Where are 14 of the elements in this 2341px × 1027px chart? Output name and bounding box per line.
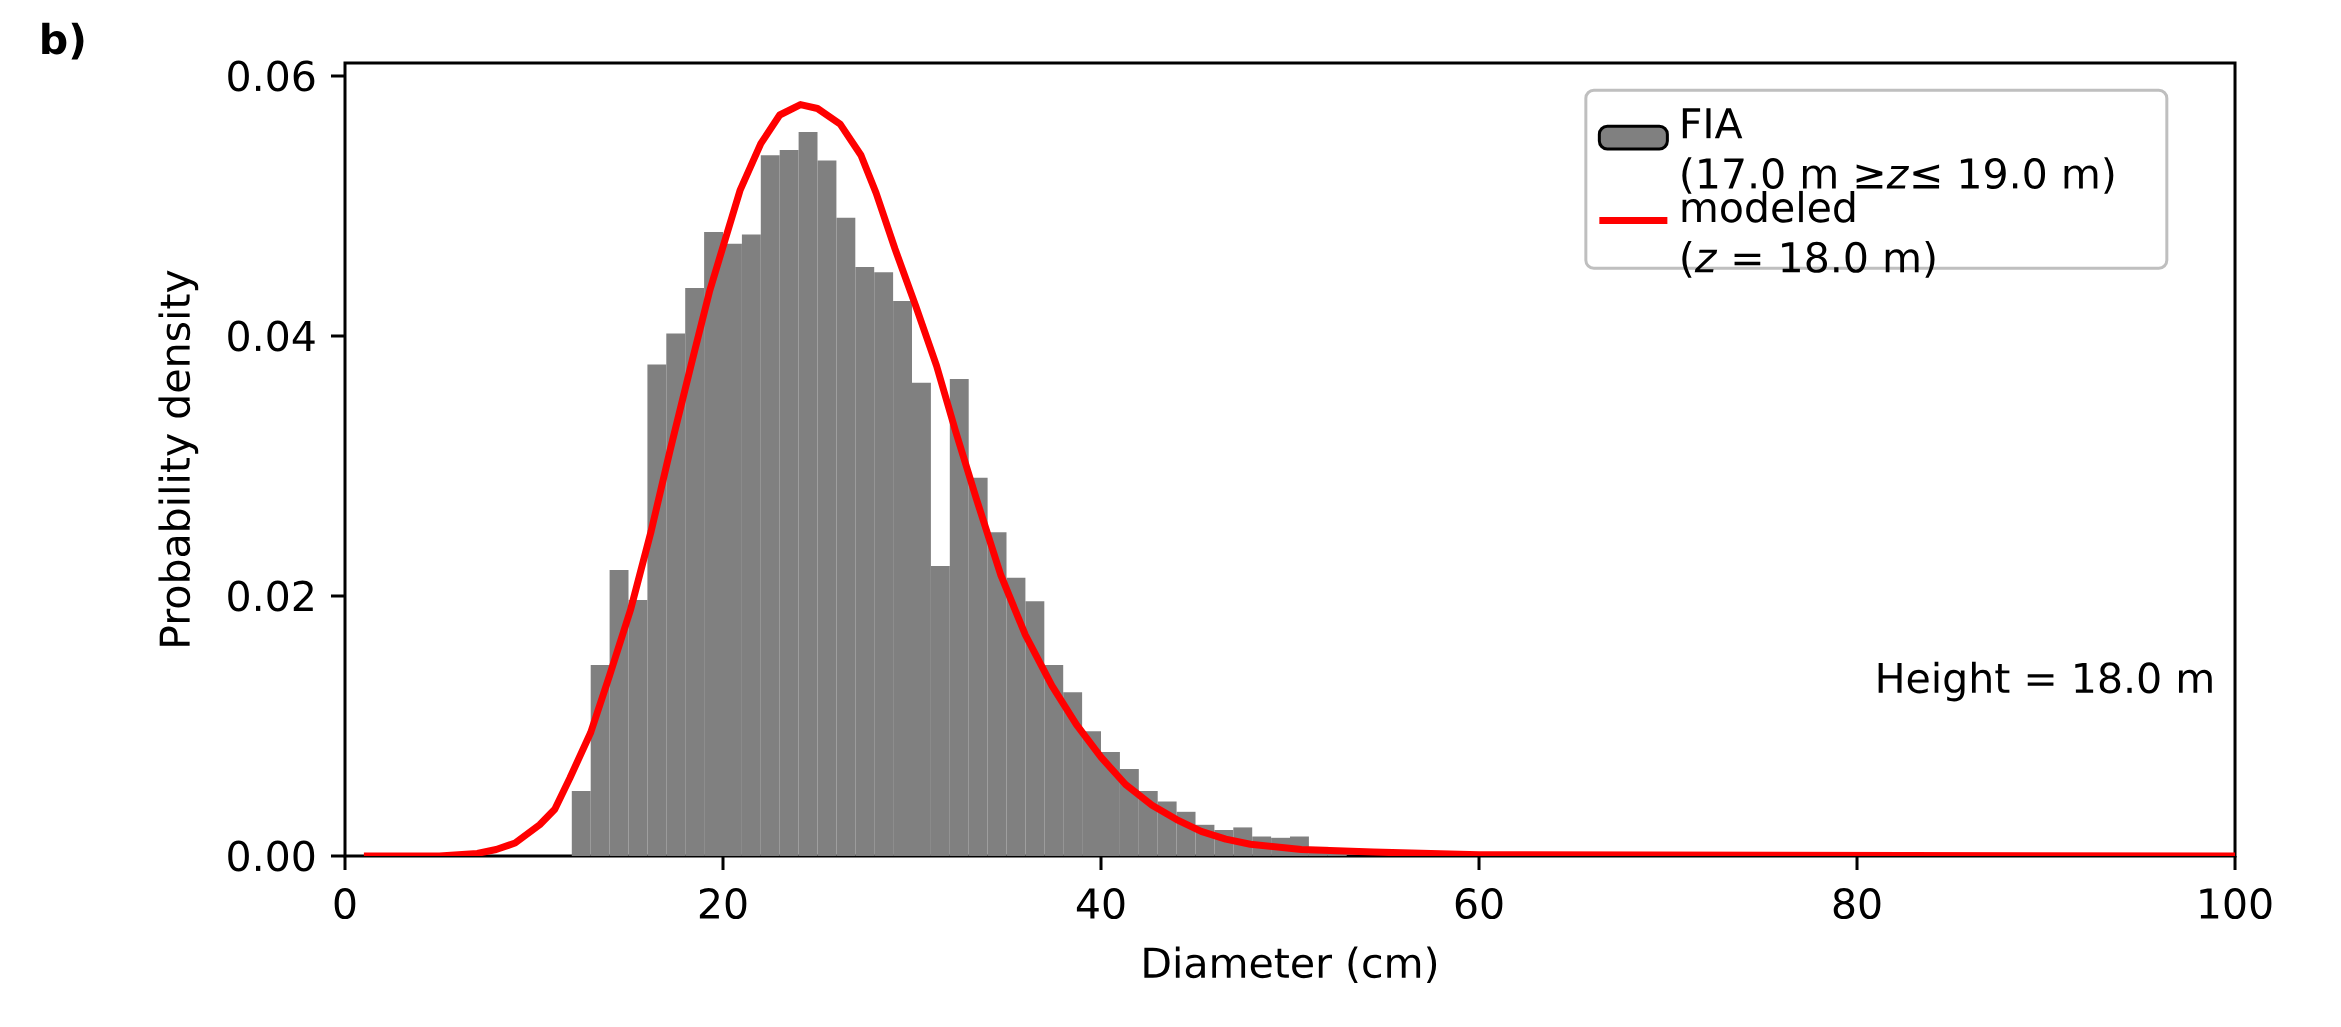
x-tick-label: 100 xyxy=(2200,888,2272,920)
x-tick-label: 40 xyxy=(1076,888,1125,920)
x-axis-title: Diameter (cm) xyxy=(1144,946,1437,984)
x-tick-label: 20 xyxy=(699,888,747,920)
x-tick-label: 80 xyxy=(1833,888,1881,920)
text: b) xyxy=(42,22,84,60)
x-tick-label: 0 xyxy=(334,888,356,920)
x-tick-label: 60 xyxy=(1455,888,1503,920)
y-tick-label: 0.00 xyxy=(228,840,315,872)
y-tick-label: 0.02 xyxy=(228,580,313,612)
y-axis-title: Probability density xyxy=(158,270,199,646)
y-tick-label: 0.04 xyxy=(228,320,315,352)
annotation: Height = 18.0 m xyxy=(1878,661,2212,702)
y-tick-label: 0.06 xyxy=(228,60,315,92)
